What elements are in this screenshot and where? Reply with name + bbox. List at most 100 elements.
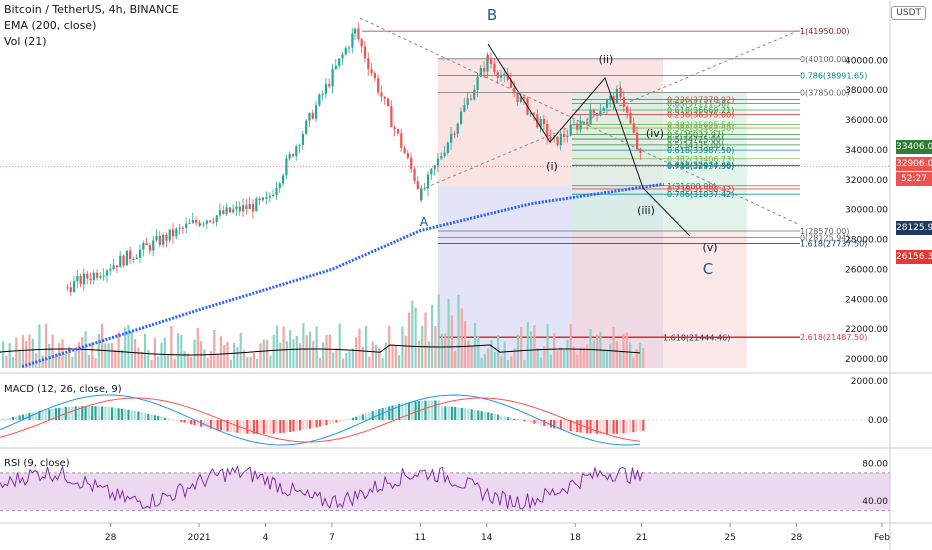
candle-body (145, 242, 148, 246)
price-axis-tick: 20000.00 (845, 355, 888, 365)
volume-bar (566, 339, 569, 368)
candle-body (582, 121, 586, 123)
volume-bar (226, 341, 229, 368)
volume-bar (506, 359, 510, 368)
volume-bar (417, 340, 420, 368)
rsi-legend: RSI (9, close) (4, 458, 70, 469)
candle-body (168, 229, 171, 241)
volume-bar (117, 331, 120, 368)
volume-bar (259, 343, 262, 368)
macd-histogram-bar (137, 411, 140, 420)
symbol-legend: Bitcoin / TetherUS, 4h, BINANCE (4, 3, 180, 16)
volume-bar (107, 343, 110, 368)
candle-body (344, 48, 347, 55)
fib-level-label: 1.618(27737.50) (800, 239, 867, 248)
macd-histogram-bar (401, 403, 404, 420)
macd-histogram-bar (193, 420, 196, 426)
candle-body (383, 96, 386, 99)
candle-body (605, 100, 609, 108)
macd-histogram-bar (556, 420, 559, 429)
macd-histogram-bar (51, 408, 54, 420)
macd-histogram-bar (414, 401, 417, 420)
macd-histogram-bar (114, 407, 117, 420)
volume-bar (97, 334, 100, 368)
candle-body (152, 240, 155, 251)
candle-body (357, 28, 360, 40)
candle-body (82, 273, 86, 285)
candle-body (315, 105, 318, 119)
candle-body (301, 133, 304, 146)
price-axis-tick: 38000.00 (845, 86, 888, 96)
candle-body (615, 88, 619, 103)
candle-body (406, 153, 409, 158)
volume-bar (25, 341, 28, 368)
macd-histogram-bar (388, 406, 391, 420)
macd-histogram-bar (361, 414, 364, 420)
candle-body (251, 203, 255, 212)
volume-bar (8, 343, 11, 368)
candle-body (367, 58, 370, 70)
candle-body (626, 106, 629, 113)
currency-button[interactable]: USDT (891, 6, 926, 20)
macd-histogram-bar (483, 411, 486, 420)
volume-bar (318, 358, 321, 368)
candle-body (496, 71, 499, 78)
candle-body (338, 58, 341, 66)
macd-histogram-bar (186, 420, 189, 424)
macd-histogram-bar (94, 406, 97, 420)
macd-axis-tick: 2000.00 (851, 377, 888, 387)
candle-body (632, 123, 635, 133)
macd-histogram-bar (74, 406, 77, 420)
candle-body (599, 111, 602, 116)
candle-body (66, 287, 69, 289)
volume-bar (28, 334, 31, 368)
macd-histogram-bar (536, 420, 539, 425)
volume-bar (612, 327, 615, 368)
candle-body (268, 196, 271, 198)
candle-body (542, 118, 546, 124)
candle-body (426, 174, 430, 189)
candle-body (416, 181, 419, 189)
candle-body (288, 154, 291, 159)
volume-bar (493, 351, 496, 368)
volume-bar (341, 358, 345, 368)
candle-body (291, 154, 295, 157)
volume-bar (345, 353, 348, 368)
volume-bar (629, 342, 632, 368)
candle-body (612, 95, 615, 103)
candle-body (162, 234, 165, 245)
candle-body (420, 188, 423, 201)
volume-bar (196, 327, 199, 368)
volume-bar (467, 340, 470, 368)
macd-histogram-bar (101, 406, 104, 420)
volume-bar (173, 359, 176, 368)
fib-level-label: 0(37850.00) (800, 88, 850, 97)
fib-level-label: 0.618(36669.21) (667, 106, 734, 115)
volume-bar (236, 347, 239, 368)
candle-body (225, 207, 228, 214)
macd-histogram-bar (599, 420, 602, 434)
candle-body (589, 109, 592, 125)
candle-body (242, 205, 245, 212)
macd-histogram-bar (559, 420, 562, 430)
candle-body (354, 28, 357, 34)
time-axis-tick: 7 (329, 533, 335, 543)
macd-histogram-bar (269, 420, 272, 434)
wave-label: (i) (546, 160, 558, 173)
macd-histogram-bar (427, 400, 430, 420)
macd-histogram-bar (576, 420, 579, 433)
candle-body (285, 158, 288, 176)
volume-bar (533, 325, 536, 368)
volume-bar (167, 355, 170, 368)
candle-body (96, 272, 99, 278)
volume-bar (203, 349, 206, 368)
macd-histogram-bar (325, 420, 328, 426)
candle-body (469, 98, 473, 100)
candle-body (473, 89, 476, 100)
volume-bar (457, 294, 460, 368)
volume-bar (322, 342, 325, 368)
volume-bar (147, 349, 150, 368)
trend-channel-line (419, 29, 801, 191)
volume-bar (233, 342, 236, 368)
